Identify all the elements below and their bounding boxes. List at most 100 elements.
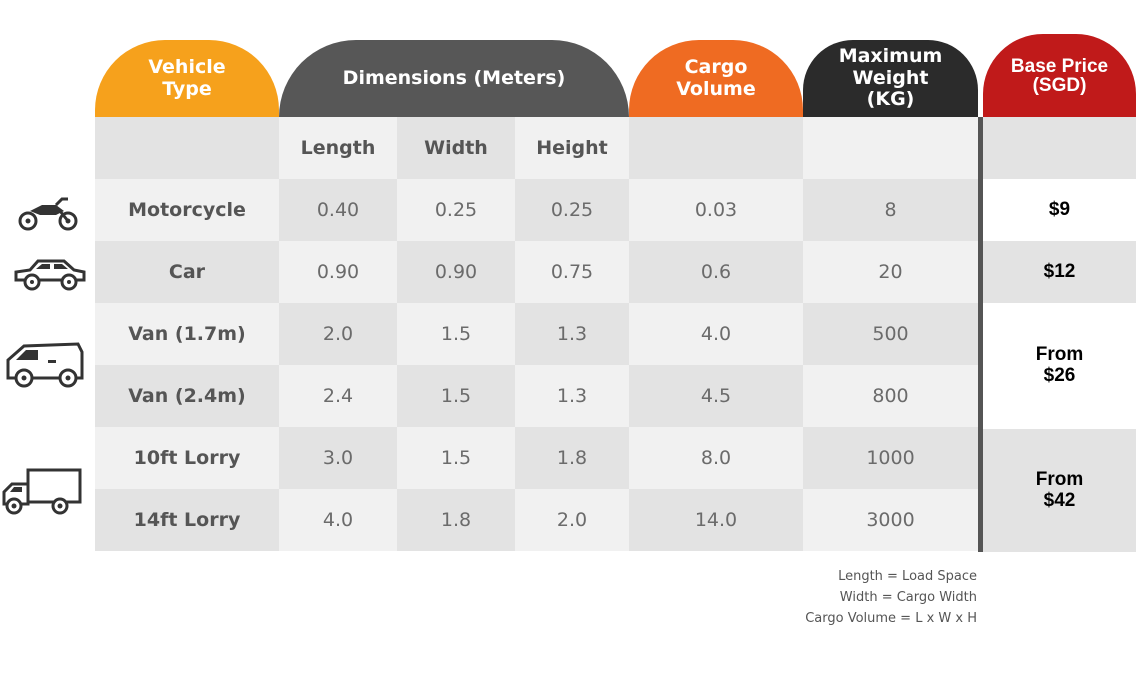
table-cell-volume: 4.0	[629, 303, 803, 365]
table-cell-width: 0.90	[397, 241, 515, 303]
value-length: 0.90	[316, 261, 360, 283]
vehicle-name: 14ft Lorry	[133, 509, 241, 531]
table-cell-volume: 0.03	[629, 179, 803, 241]
price-motorcycle-value: $9	[1048, 198, 1071, 220]
value-width: 1.5	[440, 323, 472, 345]
table-cell-vehicle: Van (1.7m)	[95, 303, 279, 365]
table-cell-weight: 20	[803, 241, 978, 303]
header-max-weight: Maximum Weight (KG)	[803, 40, 978, 117]
header-dimensions-label: Dimensions (Meters)	[342, 66, 566, 89]
table-cell-weight: 1000	[803, 427, 978, 489]
table-cell-width: 1.5	[397, 427, 515, 489]
value-volume: 4.5	[700, 385, 732, 407]
subheader-height-label: Height	[536, 137, 608, 159]
table-cell-height: 1.3	[515, 365, 629, 427]
value-width: 1.5	[440, 385, 472, 407]
car-icon	[14, 259, 86, 291]
value-volume: 0.03	[694, 199, 738, 221]
header-vehicle-type: Vehicle Type	[95, 40, 279, 117]
price-car-value: $12	[1043, 260, 1076, 282]
value-weight: 8	[884, 199, 897, 221]
price-cell-subheader	[983, 117, 1136, 179]
subheader-cell-volume	[629, 117, 803, 179]
value-width: 0.25	[434, 199, 478, 221]
subheader-cell-weight	[803, 117, 978, 179]
value-width: 1.8	[440, 509, 472, 531]
table-cell-vehicle: Motorcycle	[95, 179, 279, 241]
subheader-length-label: Length	[300, 137, 376, 159]
price-car: $12	[983, 241, 1136, 303]
table-cell-weight: 500	[803, 303, 978, 365]
value-weight: 20	[878, 261, 903, 283]
value-length: 4.0	[322, 509, 354, 531]
value-height: 0.75	[550, 261, 594, 283]
value-weight: 500	[872, 323, 909, 345]
table-cell-volume: 14.0	[629, 489, 803, 551]
value-width: 0.90	[434, 261, 478, 283]
subheader-width-label: Width	[424, 137, 488, 159]
vehicle-name: Van (1.7m)	[128, 323, 246, 345]
value-length: 2.0	[322, 323, 354, 345]
subheader-cell-width: Width	[397, 117, 515, 179]
value-weight: 3000	[866, 509, 915, 531]
van-icon	[6, 342, 84, 388]
price-lorry-line1: From	[1035, 468, 1084, 490]
table-cell-width: 1.5	[397, 365, 515, 427]
table-cell-height: 0.75	[515, 241, 629, 303]
value-weight: 800	[872, 385, 909, 407]
table-cell-volume: 0.6	[629, 241, 803, 303]
table-cell-length: 2.0	[279, 303, 397, 365]
value-volume: 14.0	[694, 509, 738, 531]
value-height: 2.0	[556, 509, 588, 531]
table-cell-weight: 800	[803, 365, 978, 427]
vehicle-name: Motorcycle	[128, 199, 246, 221]
table-cell-length: 4.0	[279, 489, 397, 551]
value-height: 0.25	[550, 199, 594, 221]
table-cell-length: 2.4	[279, 365, 397, 427]
value-length: 0.40	[316, 199, 360, 221]
table-cell-vehicle: Car	[95, 241, 279, 303]
value-width: 1.5	[440, 447, 472, 469]
table-cell-weight: 8	[803, 179, 978, 241]
table-cell-length: 3.0	[279, 427, 397, 489]
price-van: From $26	[983, 303, 1136, 429]
note-width: Width = Cargo Width	[839, 590, 977, 605]
value-volume: 8.0	[700, 447, 732, 469]
table-cell-length: 0.40	[279, 179, 397, 241]
lorry-icon	[2, 468, 82, 515]
table-cell-vehicle: Van (2.4m)	[95, 365, 279, 427]
table-cell-height: 1.8	[515, 427, 629, 489]
header-cargo-volume: Cargo Volume	[629, 40, 803, 117]
header-base-price-label: Base Price (SGD)	[1010, 55, 1109, 96]
price-lorry-line2: $42	[1043, 489, 1076, 511]
header-vehicle-type-label: Vehicle Type	[148, 55, 226, 100]
value-length: 3.0	[322, 447, 354, 469]
motorcycle-icon	[18, 197, 78, 231]
table-cell-width: 0.25	[397, 179, 515, 241]
header-cargo-volume-label: Cargo Volume	[676, 55, 756, 100]
value-weight: 1000	[866, 447, 915, 469]
table-cell-width: 1.5	[397, 303, 515, 365]
vehicle-name: Car	[168, 261, 206, 283]
table-cell-height: 0.25	[515, 179, 629, 241]
table-cell-weight: 3000	[803, 489, 978, 551]
value-length: 2.4	[322, 385, 354, 407]
note-length: Length = Load Space	[838, 569, 977, 584]
value-height: 1.3	[556, 323, 588, 345]
price-divider	[978, 117, 983, 552]
table-cell-vehicle: 14ft Lorry	[95, 489, 279, 551]
subheader-cell-height: Height	[515, 117, 629, 179]
value-height: 1.8	[556, 447, 588, 469]
subheader-cell-length: Length	[279, 117, 397, 179]
subheader-cell-vehicle	[95, 117, 279, 179]
table-cell-height: 2.0	[515, 489, 629, 551]
vehicle-name: Van (2.4m)	[128, 385, 246, 407]
value-height: 1.3	[556, 385, 588, 407]
table-cell-vehicle: 10ft Lorry	[95, 427, 279, 489]
table-cell-width: 1.8	[397, 489, 515, 551]
price-lorry: From $42	[983, 429, 1136, 552]
value-volume: 0.6	[700, 261, 732, 283]
table-cell-height: 1.3	[515, 303, 629, 365]
price-van-line2: $26	[1043, 365, 1076, 386]
table-cell-volume: 8.0	[629, 427, 803, 489]
